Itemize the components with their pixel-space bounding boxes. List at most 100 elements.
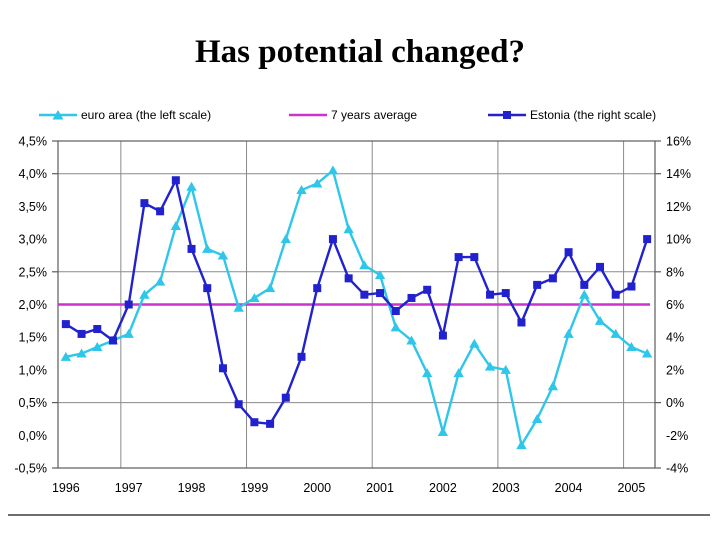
right-axis-label: 6% xyxy=(666,298,684,312)
left-axis-label: -0,5% xyxy=(14,462,47,476)
euro-area-point-marker xyxy=(312,178,323,188)
estonia-point-marker xyxy=(564,248,573,257)
euro-area-point-marker xyxy=(186,181,197,191)
x-axis-label: 1996 xyxy=(52,481,80,495)
estonia-point-marker xyxy=(501,289,510,298)
left-axis-label: 1,0% xyxy=(19,363,48,377)
euro-area-point-marker xyxy=(170,221,182,231)
euro-area-point-marker xyxy=(202,243,213,253)
legend-label-average: 7 years average xyxy=(331,107,418,122)
estonia-point-marker xyxy=(281,393,290,402)
legend-label-estonia: Estonia (the right scale) xyxy=(530,107,657,122)
euro-area-point-marker xyxy=(641,348,653,358)
estonia-legend-marker-icon xyxy=(487,108,527,122)
euro-area-point-marker xyxy=(531,413,543,423)
euro-area-point-marker xyxy=(374,270,386,280)
estonia-point-marker xyxy=(580,280,589,289)
euro-area-point-marker xyxy=(249,292,260,302)
right-axis-label: 8% xyxy=(666,265,684,279)
estonia-point-marker xyxy=(596,262,605,271)
estonia-point-marker xyxy=(250,418,259,427)
page-title: Has potential changed? xyxy=(194,34,526,70)
euro-area-point-marker xyxy=(626,342,637,352)
estonia-point-marker xyxy=(611,290,620,299)
estonia-point-marker xyxy=(266,419,275,428)
euro-area-point-marker xyxy=(154,276,166,286)
average-line-legend-marker-icon xyxy=(288,108,328,122)
euro-area-point-marker xyxy=(280,234,292,244)
euro-area-point-marker xyxy=(484,361,496,371)
left-axis-label: 4,0% xyxy=(19,167,48,181)
x-axis-label: 1999 xyxy=(240,481,268,495)
estonia-point-marker xyxy=(203,284,212,293)
estonia-point-marker xyxy=(218,364,227,373)
euro-area-point-marker xyxy=(264,283,276,293)
x-axis-label: 1998 xyxy=(178,481,206,495)
euro-area-point-marker xyxy=(233,302,244,312)
estonia-point-marker xyxy=(376,289,385,298)
left-axis-label: 3,0% xyxy=(19,233,48,247)
footer-divider xyxy=(8,514,710,516)
estonia-point-marker xyxy=(328,235,337,244)
euro-area-point-marker xyxy=(421,368,433,378)
euro-area-point-marker xyxy=(139,289,150,299)
estonia-point-marker xyxy=(297,352,306,361)
estonia-point-marker xyxy=(407,293,416,302)
left-axis-label: 1,5% xyxy=(19,331,48,345)
legend-item-euro-area: euro area (the left scale) xyxy=(38,106,211,123)
estonia-point-marker xyxy=(156,207,165,216)
estonia-point-marker xyxy=(438,331,447,340)
right-axis-label: 0% xyxy=(666,396,684,410)
euro-area-point-marker xyxy=(469,338,480,348)
estonia-point-marker xyxy=(627,282,636,291)
euro-area-point-marker xyxy=(406,335,417,345)
estonia-point-marker xyxy=(533,280,542,289)
euro-area-point-marker xyxy=(76,348,87,358)
euro-area-point-marker xyxy=(594,315,606,325)
x-axis-label: 2002 xyxy=(429,481,457,495)
euro-area-point-marker xyxy=(217,250,229,260)
estonia-point-marker xyxy=(93,325,102,334)
euro-area-point-marker xyxy=(296,185,307,195)
euro-area-point-marker xyxy=(579,289,590,299)
euro-area-point-marker xyxy=(359,260,370,270)
legend-item-average: 7 years average xyxy=(288,106,417,123)
euro-area-point-marker xyxy=(343,224,354,234)
right-axis-label: 2% xyxy=(666,363,684,377)
euro-area-point-marker xyxy=(547,381,559,391)
estonia-point-marker xyxy=(140,199,149,208)
estonia-point-marker xyxy=(454,253,463,262)
euro-area-point-marker xyxy=(123,328,134,338)
estonia-point-marker xyxy=(548,274,557,283)
estonia-point-marker xyxy=(517,318,526,327)
right-axis-label: 10% xyxy=(666,233,691,247)
estonia-point-marker xyxy=(643,235,652,244)
estonia-point-marker xyxy=(344,274,353,283)
left-axis-label: 2,0% xyxy=(19,298,48,312)
estonia-point-marker xyxy=(124,300,133,309)
estonia-point-marker xyxy=(171,176,180,185)
estonia-point-marker xyxy=(61,320,70,329)
x-axis-label: 2001 xyxy=(366,481,394,495)
estonia-point-marker xyxy=(486,290,495,299)
estonia-point-marker xyxy=(470,253,479,262)
estonia-point-marker xyxy=(108,336,117,345)
series-line-estonia xyxy=(64,179,649,426)
left-axis-label: 0,5% xyxy=(19,396,48,410)
euro-area-point-marker xyxy=(516,440,527,450)
estonia-point-marker xyxy=(77,329,86,338)
euro-area-point-marker xyxy=(327,165,339,175)
x-axis-label: 2005 xyxy=(618,481,646,495)
left-axis-label: 3,5% xyxy=(19,200,48,214)
estonia-point-marker xyxy=(187,244,196,253)
right-axis-label: 4% xyxy=(666,331,684,345)
x-axis-label: 2000 xyxy=(303,481,331,495)
euro-area-point-marker xyxy=(610,328,621,338)
right-axis-label: 12% xyxy=(666,200,691,214)
euro-area-point-marker xyxy=(437,427,449,437)
legend-item-estonia: Estonia (the right scale) xyxy=(487,106,656,123)
euro-area-point-marker xyxy=(500,364,511,374)
left-axis-label: 4,5% xyxy=(19,135,48,149)
